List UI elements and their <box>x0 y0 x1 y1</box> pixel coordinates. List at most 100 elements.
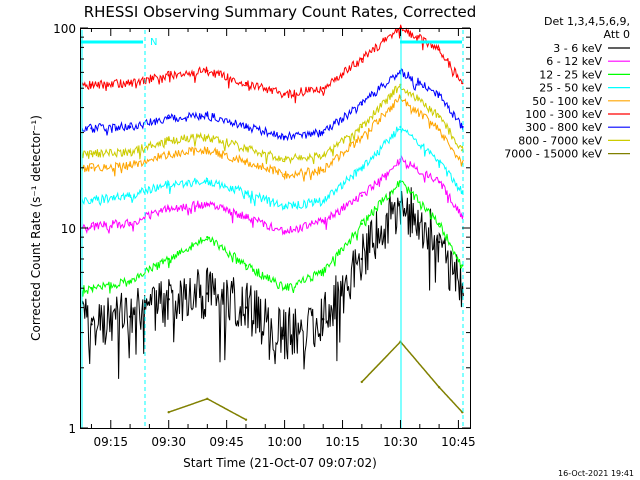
data-point-100-300-kev <box>206 69 209 73</box>
data-point-7000-15000-kev <box>244 418 248 421</box>
legend-label: 50 - 100 keV <box>532 95 602 108</box>
x-tick-label: 09:15 <box>93 435 128 449</box>
data-point-7000-15000-kev <box>360 380 363 384</box>
data-point-7000-15000-kev <box>437 386 441 389</box>
data-point-3-6-kev <box>437 240 441 244</box>
series-line-7000-15000-kev <box>361 340 464 413</box>
data-point-6-12-kev <box>244 216 248 219</box>
tick-layer: 1 10 100 09:15 09:30 09:45 10:00 10:15 10:30 10:4… <box>53 22 476 449</box>
data-point-12-25-kev <box>244 264 248 267</box>
series-25-50-kev <box>81 125 464 211</box>
data-point-6-12-kev <box>283 230 286 233</box>
data-point-6-12-kev <box>90 225 93 228</box>
data-point-800-7000-kev <box>90 152 93 155</box>
legend-header-line-2: Att 0 <box>604 28 630 41</box>
x-tick-label: 09:45 <box>209 435 244 449</box>
x-tick-label: 10:45 <box>441 435 476 449</box>
legend-label: 7000 - 15000 keV <box>504 148 602 161</box>
legend-label: 25 - 50 keV <box>539 82 602 95</box>
x-axis-title: Start Time (21-Oct-07 09:07:02) <box>183 456 377 470</box>
y-tick-label: 1 <box>68 422 76 436</box>
data-layer <box>81 24 464 421</box>
data-point-3-6-kev <box>244 306 248 309</box>
data-point-25-50-kev <box>244 191 248 194</box>
data-point-25-50-kev <box>437 160 441 163</box>
data-point-12-25-kev <box>206 236 209 239</box>
data-point-50-100-kev <box>128 164 132 167</box>
data-point-6-12-kev <box>128 221 132 225</box>
legend-label: 800 - 7000 keV <box>518 134 602 147</box>
data-point-12-25-kev <box>167 257 170 261</box>
series-100-300-kev <box>81 24 464 104</box>
series-line-25-50-kev <box>81 126 464 211</box>
x-tick-label: 10:00 <box>267 435 302 449</box>
data-point-300-800-kev <box>322 131 325 134</box>
data-point-50-100-kev <box>206 149 209 152</box>
data-point-100-300-kev <box>322 87 325 90</box>
data-point-100-300-kev <box>167 74 170 77</box>
data-point-100-300-kev <box>437 48 441 51</box>
data-point-3-6-kev <box>90 323 93 326</box>
series-line-800-7000-kev <box>81 85 464 165</box>
x-tick-label: 10:30 <box>383 435 418 449</box>
data-point-100-300-kev <box>90 83 93 87</box>
data-point-300-800-kev <box>283 135 286 139</box>
data-point-25-50-kev <box>90 198 93 202</box>
footer-timestamp: 16-Oct-2021 19:41 <box>558 469 634 478</box>
data-point-300-800-kev <box>437 93 441 96</box>
series-6-12-kev <box>81 155 464 236</box>
data-point-12-25-kev <box>128 280 132 283</box>
data-point-3-6-kev <box>360 257 363 261</box>
data-point-800-7000-kev <box>167 138 170 142</box>
data-point-50-100-kev <box>322 168 325 172</box>
data-point-3-6-kev <box>128 315 132 318</box>
y-tick-label: 10 <box>61 222 76 236</box>
marker-layer: N <box>81 30 464 428</box>
data-point-800-7000-kev <box>244 147 248 150</box>
data-point-300-800-kev <box>167 116 170 120</box>
data-point-50-100-kev <box>283 173 286 176</box>
data-point-6-12-kev <box>206 202 209 206</box>
data-point-6-12-kev <box>322 220 325 223</box>
data-point-12-25-kev <box>322 271 325 274</box>
x-tick-label: 10:15 <box>325 435 360 449</box>
data-point-800-7000-kev <box>283 158 286 161</box>
data-point-50-100-kev <box>244 160 248 163</box>
data-point-25-50-kev <box>167 183 170 186</box>
y-axis-title: Corrected Count Rate (s⁻¹ detector⁻¹) <box>29 115 43 341</box>
data-point-25-50-kev <box>322 200 325 203</box>
x-tick-label: 09:30 <box>151 435 186 449</box>
legend-label: 100 - 300 keV <box>525 108 602 121</box>
y-tick-label: 100 <box>53 22 76 36</box>
data-point-7000-15000-kev <box>206 397 209 400</box>
annotation-label: N <box>150 37 157 48</box>
data-point-12-25-kev <box>437 222 441 225</box>
data-point-6-12-kev <box>437 180 441 184</box>
data-point-3-6-kev <box>206 292 209 295</box>
legend-label: 3 - 6 keV <box>553 42 602 55</box>
series-300-800-kev <box>81 67 464 142</box>
series-3-6-kev <box>81 187 464 379</box>
data-point-300-800-kev <box>128 125 132 129</box>
data-point-800-7000-kev <box>437 115 441 118</box>
series-line-12-25-kev <box>81 180 464 297</box>
data-point-50-100-kev <box>360 135 363 139</box>
series-line-7000-15000-kev <box>168 397 246 420</box>
data-point-12-25-kev <box>360 222 363 225</box>
data-point-300-800-kev <box>90 127 93 130</box>
series-line-6-12-kev <box>81 155 464 236</box>
data-point-12-25-kev <box>90 287 93 290</box>
data-point-300-800-kev <box>206 114 209 117</box>
series-line-300-800-kev <box>81 67 464 142</box>
data-point-800-7000-kev <box>360 125 363 129</box>
data-point-7000-15000-kev <box>167 411 170 414</box>
legend-label: 6 - 12 keV <box>546 55 602 68</box>
data-point-3-6-kev <box>283 334 286 337</box>
series-line-50-100-kev <box>81 94 464 182</box>
series-7000-15000-kev <box>167 340 464 421</box>
data-point-300-800-kev <box>461 125 464 129</box>
data-point-6-12-kev <box>167 207 170 210</box>
data-point-800-7000-kev <box>322 154 325 157</box>
